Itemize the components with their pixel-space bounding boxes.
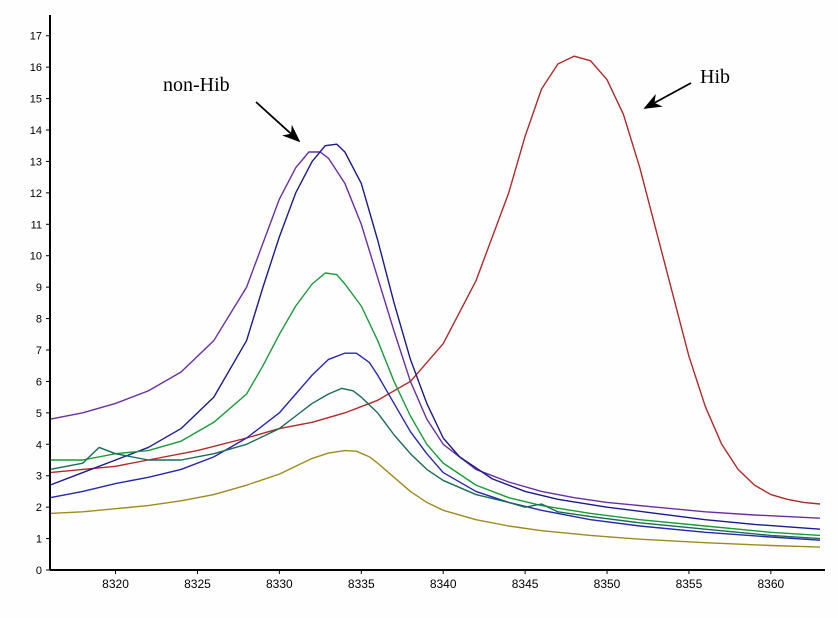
y-tick-label: 11 <box>31 219 42 231</box>
y-tick-label: 8 <box>36 314 42 326</box>
y-tick-label: 12 <box>30 188 42 200</box>
y-tick-label: 13 <box>30 156 42 168</box>
y-tick-label: 3 <box>36 471 42 483</box>
y-tick-label: 15 <box>30 94 42 106</box>
y-tick-label: 5 <box>36 408 42 420</box>
x-tick-label: 8325 <box>184 577 211 591</box>
y-tick-label: 10 <box>30 251 42 263</box>
y-tick-label: 14 <box>30 125 42 137</box>
y-tick-label: 7 <box>36 345 42 357</box>
chart-svg: 0123456789101112131415161783208325833083… <box>0 0 838 618</box>
x-tick-label: 8360 <box>757 577 784 591</box>
x-tick-label: 8340 <box>430 577 457 591</box>
x-tick-label: 8355 <box>676 577 703 591</box>
y-tick-label: 16 <box>30 62 42 74</box>
y-tick-label: 9 <box>36 282 42 294</box>
y-tick-label: 2 <box>36 502 42 514</box>
x-tick-label: 8320 <box>102 577 129 591</box>
chart-container: 0123456789101112131415161783208325833083… <box>0 0 838 618</box>
y-tick-label: 17 <box>30 31 42 43</box>
x-tick-label: 8335 <box>348 577 375 591</box>
x-tick-label: 8330 <box>266 577 293 591</box>
y-tick-label: 1 <box>36 534 42 546</box>
y-tick-label: 6 <box>36 376 42 388</box>
y-tick-label: 0 <box>36 565 42 577</box>
x-tick-label: 8350 <box>594 577 621 591</box>
x-tick-label: 8345 <box>512 577 539 591</box>
y-tick-label: 4 <box>36 439 42 451</box>
